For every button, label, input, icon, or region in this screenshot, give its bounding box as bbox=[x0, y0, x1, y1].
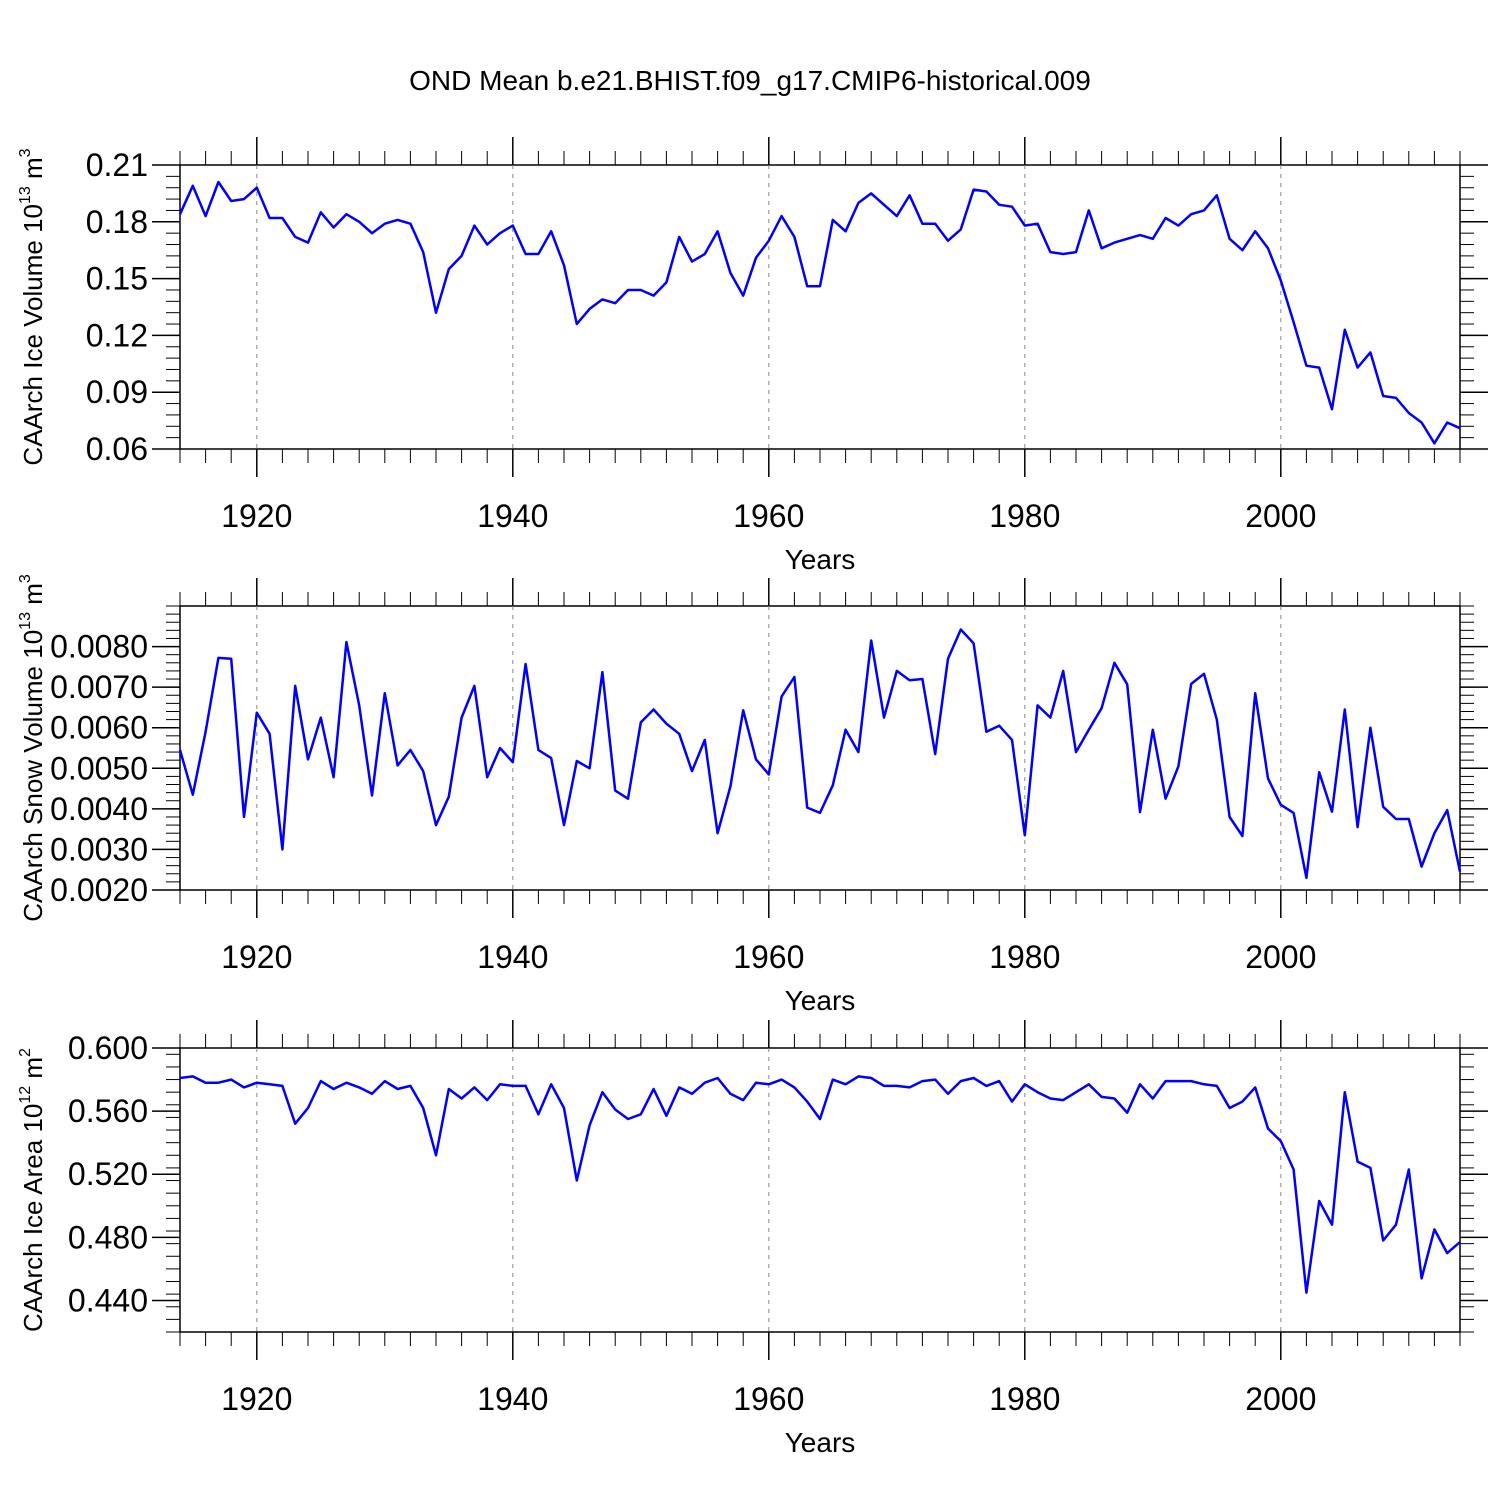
x-tick-label: 2000 bbox=[1245, 1381, 1316, 1417]
y-tick-label: 0.480 bbox=[68, 1219, 148, 1255]
x-axis-label: Years bbox=[785, 544, 856, 575]
y-tick-label: 0.18 bbox=[86, 204, 148, 240]
x-tick-label: 1920 bbox=[221, 1381, 292, 1417]
y-tick-label: 0.0030 bbox=[50, 831, 148, 867]
y-tick-label: 0.0050 bbox=[50, 750, 148, 786]
plot-frame bbox=[179, 605, 1461, 891]
y-tick-label: 0.520 bbox=[68, 1156, 148, 1192]
y-axis-label: CAArch Snow Volume 1013 m3 bbox=[17, 574, 48, 922]
x-tick-label: 1920 bbox=[221, 498, 292, 534]
y-tick-label: 0.0040 bbox=[50, 791, 148, 827]
x-axis-label: Years bbox=[785, 985, 856, 1016]
plot-frame bbox=[179, 1047, 1461, 1333]
x-tick-label: 1960 bbox=[733, 1381, 804, 1417]
y-tick-label: 0.0080 bbox=[50, 629, 148, 665]
y-tick-label: 0.0020 bbox=[50, 872, 148, 908]
x-tick-label: 1960 bbox=[733, 939, 804, 975]
data-series-line bbox=[178, 180, 1461, 445]
x-tick-label: 1940 bbox=[477, 939, 548, 975]
y-tick-label: 0.600 bbox=[68, 1030, 148, 1066]
y-tick-label: 0.560 bbox=[68, 1093, 148, 1129]
panels-group: 1920 1940 1960 1980 2000 0.06 0.09 0.12 0.15 0.18… bbox=[17, 137, 1488, 1458]
x-tick-label: 1940 bbox=[477, 1381, 548, 1417]
y-tick-label: 0.12 bbox=[86, 317, 148, 353]
y-tick-label: 0.15 bbox=[86, 261, 148, 297]
y-tick-label: 0.440 bbox=[68, 1282, 148, 1318]
y-axis-label: CAArch Ice Volume 1013 m3 bbox=[17, 148, 48, 465]
y-tick-label: 0.0070 bbox=[50, 669, 148, 705]
y-axis-label: CAArch Ice Area 1012 m2 bbox=[17, 1048, 48, 1332]
x-tick-label: 2000 bbox=[1245, 498, 1316, 534]
y-tick-label: 0.09 bbox=[86, 374, 148, 410]
data-series-line bbox=[179, 1075, 1461, 1294]
chart-title: OND Mean b.e21.BHIST.f09_g17.CMIP6-histo… bbox=[409, 65, 1091, 96]
y-tick-label: 0.0060 bbox=[50, 710, 148, 746]
x-tick-label: 1960 bbox=[733, 498, 804, 534]
data-series-line bbox=[178, 628, 1462, 880]
x-axis-label: Years bbox=[785, 1427, 856, 1458]
panel-1: 1920 1940 1960 1980 2000 0.06 0.09 0.12 0.15 0.18… bbox=[17, 137, 1488, 575]
x-tick-label: 1980 bbox=[989, 939, 1060, 975]
x-tick-label: 1940 bbox=[477, 498, 548, 534]
y-tick-label: 0.06 bbox=[86, 431, 148, 467]
y-tick-label: 0.21 bbox=[86, 147, 148, 183]
plot-frame bbox=[179, 164, 1461, 450]
x-tick-label: 1980 bbox=[989, 1381, 1060, 1417]
x-tick-label: 2000 bbox=[1245, 939, 1316, 975]
x-tick-label: 1980 bbox=[989, 498, 1060, 534]
panel-2: 1920 1940 1960 1980 2000 0.0020 0.0030 0.0040 0.… bbox=[17, 574, 1488, 1016]
x-tick-label: 1920 bbox=[221, 939, 292, 975]
panel-3: 1920 1940 1960 1980 2000 0.440 0.480 0.520 0.560… bbox=[17, 1020, 1488, 1458]
